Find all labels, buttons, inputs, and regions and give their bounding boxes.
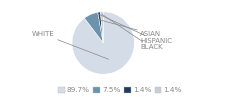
Text: BLACK: BLACK [102,14,163,50]
Wedge shape [98,12,103,43]
Legend: 89.7%, 7.5%, 1.4%, 1.4%: 89.7%, 7.5%, 1.4%, 1.4% [55,84,185,96]
Wedge shape [72,12,134,74]
Wedge shape [84,12,103,43]
Text: WHITE: WHITE [32,31,109,59]
Text: HISPANIC: HISPANIC [99,14,172,44]
Text: ASIAN: ASIAN [92,18,161,37]
Wedge shape [101,12,103,43]
